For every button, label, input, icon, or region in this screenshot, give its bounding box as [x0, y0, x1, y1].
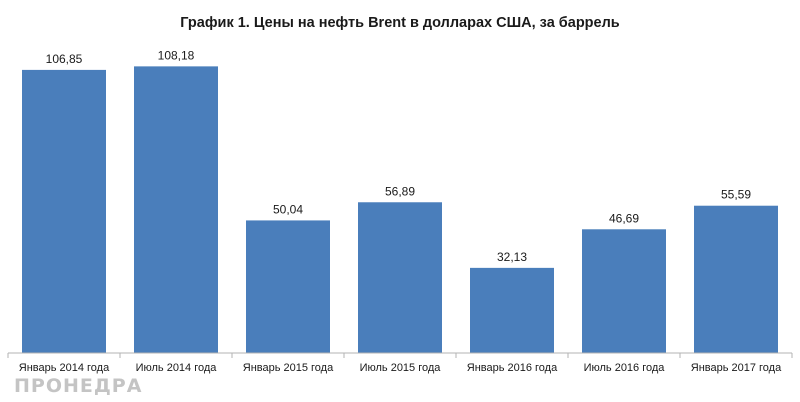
bar [134, 66, 218, 353]
data-label: 50,04 [273, 202, 303, 216]
x-tick-label: Июль 2014 года [136, 362, 218, 374]
bar [470, 267, 554, 353]
data-label: 56,89 [385, 184, 415, 198]
data-label: 106,85 [46, 52, 83, 66]
x-tick-label: Июль 2015 года [360, 362, 442, 374]
bar [358, 202, 442, 353]
x-tick-label: Январь 2014 года [19, 362, 110, 374]
data-label: 32,13 [497, 250, 527, 264]
x-tick-label: Январь 2016 года [467, 362, 558, 374]
data-labels-group: 106,85 108,18 50,04 56,89 32,13 46,69 55,59 [46, 48, 752, 264]
bar [694, 205, 778, 353]
x-axis-ticks [7, 353, 793, 358]
watermark-logo: ПРОНЕДРА [14, 375, 142, 397]
bar [22, 69, 106, 354]
x-axis-labels: Январь 2014 года Июль 2014 года Январь 201… [19, 362, 782, 374]
data-label: 55,59 [721, 188, 751, 202]
x-tick-label: Июль 2016 года [584, 362, 666, 374]
chart-title: График 1. Цены на нефть Brent в долларах… [180, 15, 620, 31]
data-label: 46,69 [609, 211, 639, 225]
bars-group [22, 66, 778, 354]
x-tick-label: Январь 2015 года [243, 362, 334, 374]
bar [246, 220, 330, 353]
bar [582, 229, 666, 353]
data-label: 108,18 [158, 48, 195, 62]
x-tick-label: Январь 2017 года [691, 362, 782, 374]
